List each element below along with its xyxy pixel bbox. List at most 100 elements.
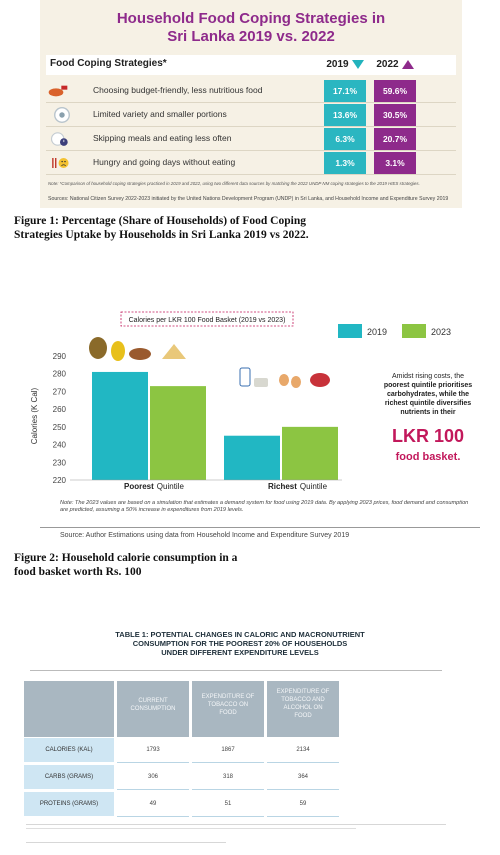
- table-header-tobacco-alcohol: EXPENDITURE OF TOBACCO AND ALCOHOL ON FO…: [267, 681, 339, 737]
- cell-value: 59: [267, 792, 339, 817]
- protein-foods-icon: [239, 367, 330, 388]
- chart-title: Calories per LKR 100 Food Basket (2019 v…: [129, 317, 286, 324]
- panel1-header-row: Food Coping Strategies* 2019 2022: [46, 55, 456, 75]
- table-source-line: [26, 842, 226, 843]
- figure1-caption: Figure 1: Percentage (Share of Household…: [14, 214, 494, 242]
- annotation-line2: poorest quintile prioritises: [384, 382, 472, 389]
- y-tick-label: 250: [53, 423, 67, 432]
- small-portion-icon: [54, 107, 70, 123]
- down-triangle-icon: [351, 59, 364, 69]
- calorie-chart: Calories per LKR 100 Food Basket (2019 v…: [30, 311, 472, 491]
- table-top-rule: [30, 670, 442, 671]
- header-line: EXPENDITURE OF: [201, 694, 255, 700]
- lkr-amount: LKR 100: [392, 426, 464, 446]
- cell-value: 51: [192, 792, 264, 817]
- strategy-label: Choosing budget-friendly, less nutritiou…: [93, 85, 263, 95]
- annotation-line4: richest quintile diversifies: [385, 400, 471, 407]
- value-2022: 59.6%: [374, 80, 416, 102]
- legend-2019-swatch: [338, 324, 362, 338]
- category-label-poorest: Poorest Quintile: [124, 482, 184, 491]
- panel1-note: Note: *Comparison of household coping st…: [48, 181, 420, 186]
- strategy-row: Choosing budget-friendly, less nutritiou…: [46, 80, 456, 103]
- y-axis-ticks: 220 230 240 250 260 270 280 290: [53, 352, 67, 485]
- strategy-label: Skipping meals and eating less often: [93, 133, 232, 143]
- annotation-line1: Amidst rising costs, the: [392, 373, 464, 380]
- cell-value: 49: [117, 792, 189, 817]
- year-2019-label: 2019: [326, 59, 349, 70]
- nutrient-table: CURRENT CONSUMPTION EXPENDITURE OF TOBAC…: [24, 681, 442, 817]
- figure2-caption-line2: food basket worth Rs. 100: [14, 566, 142, 578]
- table-title-line1: TABLE 1: POTENTIAL CHANGES IN CALORIC AN…: [115, 630, 365, 639]
- panel2-divider: [40, 527, 480, 528]
- cheap-food-icon: [48, 85, 68, 97]
- panel1-title-line2: Sri Lanka 2019 vs. 2022: [167, 28, 335, 45]
- strategy-row: Hungry and going days without eating 1.3…: [46, 152, 456, 175]
- cell-value: 306: [117, 765, 189, 790]
- header-line: CURRENT: [138, 698, 168, 704]
- strategy-row: Skipping meals and eating less often 6.3…: [46, 128, 456, 151]
- header-line: TOBACCO ON: [207, 702, 249, 708]
- header-line: EXPENDITURE OF: [276, 689, 330, 695]
- y-tick-label: 260: [53, 405, 67, 414]
- strategy-label: Limited variety and smaller portions: [93, 109, 227, 119]
- strategy-row: Limited variety and smaller portions 13.…: [46, 104, 456, 127]
- row-label-proteins: PROTEINS (GRAMS): [24, 792, 114, 816]
- cell-value: 1793: [117, 738, 189, 763]
- bar-2019-richest: [224, 435, 280, 480]
- year-2022-label: 2022: [376, 59, 399, 70]
- food-basket-label: food basket.: [396, 451, 461, 463]
- sad-face-cutlery-icon: [52, 158, 69, 168]
- value-2019: 13.6%: [324, 104, 366, 126]
- year-2022-header: 2022: [374, 55, 416, 75]
- clock-plate-icon: [50, 132, 68, 146]
- y-tick-label: 290: [53, 352, 67, 361]
- row-label-carbs: CARBS (GRAMS): [24, 765, 114, 789]
- header-line: ALCOHOL ON: [283, 705, 323, 711]
- header-line: CONSUMPTION: [130, 706, 176, 712]
- coping-strategies-panel: Household Food Coping Strategies in Sri …: [40, 0, 462, 208]
- figure2-caption-line1: Figure 2: Household calorie consumption …: [14, 552, 238, 564]
- panel2-source: Source: Author Estimations using data fr…: [60, 532, 350, 539]
- bar-2023-richest: [282, 426, 338, 480]
- table-title-line3: UNDER DIFFERENT EXPENDITURE LEVELS: [161, 648, 319, 657]
- category-bold-poorest: Poorest: [124, 482, 154, 491]
- cell-value: 1867: [192, 738, 264, 763]
- year-2019-header: 2019: [324, 55, 366, 75]
- annotation-line5: nutrients in their: [400, 409, 456, 416]
- value-2022: 3.1%: [374, 152, 416, 174]
- table-title-line2: CONSUMPTION FOR THE POOREST 20% OF HOUSE…: [132, 639, 348, 648]
- carbohydrate-foods-icon: [89, 337, 186, 361]
- value-2022: 30.5%: [374, 104, 416, 126]
- cell-value: 318: [192, 765, 264, 790]
- cell-value: 364: [267, 765, 339, 790]
- category-label-richest: Richest Quintile: [268, 482, 328, 491]
- value-2019: 17.1%: [324, 80, 366, 102]
- annotation-line3: carbohydrates, while the: [387, 391, 469, 398]
- table-header-corner: [24, 681, 114, 737]
- table-footnote-line: [26, 828, 356, 829]
- panel1-title: Household Food Coping Strategies in Sri …: [40, 10, 462, 46]
- value-2019: 1.3%: [324, 152, 366, 174]
- bar-2019-poorest: [92, 371, 148, 480]
- panel1-title-line1: Household Food Coping Strategies in: [116, 10, 386, 27]
- y-tick-label: 280: [53, 370, 67, 379]
- y-tick-label: 220: [53, 476, 67, 485]
- panel2-note: Note: The 2023 values are based on a sim…: [60, 500, 469, 513]
- header-line: FOOD: [219, 710, 237, 716]
- y-tick-label: 240: [53, 441, 67, 450]
- figure2-caption: Figure 2: Household calorie consumption …: [14, 551, 494, 579]
- figure1-caption-line1: Figure 1: Percentage (Share of Household…: [14, 215, 306, 227]
- bars: [92, 371, 338, 480]
- figure1-caption-line2: Strategies Uptake by Households in Sri L…: [14, 229, 309, 241]
- value-2022: 20.7%: [374, 128, 416, 150]
- bar-2023-poorest: [150, 386, 206, 480]
- legend-2019-label: 2019: [367, 327, 387, 337]
- chart-title-box: [120, 311, 294, 327]
- strategy-label: Hungry and going days without eating: [93, 157, 236, 167]
- legend-2023-swatch: [402, 324, 426, 338]
- header-line: FOOD: [294, 713, 312, 719]
- up-triangle-icon: [401, 59, 414, 69]
- table-footnote-line: [26, 824, 446, 825]
- category-bold-richest: Richest: [268, 482, 297, 491]
- strategies-header-label: Food Coping Strategies*: [50, 58, 167, 69]
